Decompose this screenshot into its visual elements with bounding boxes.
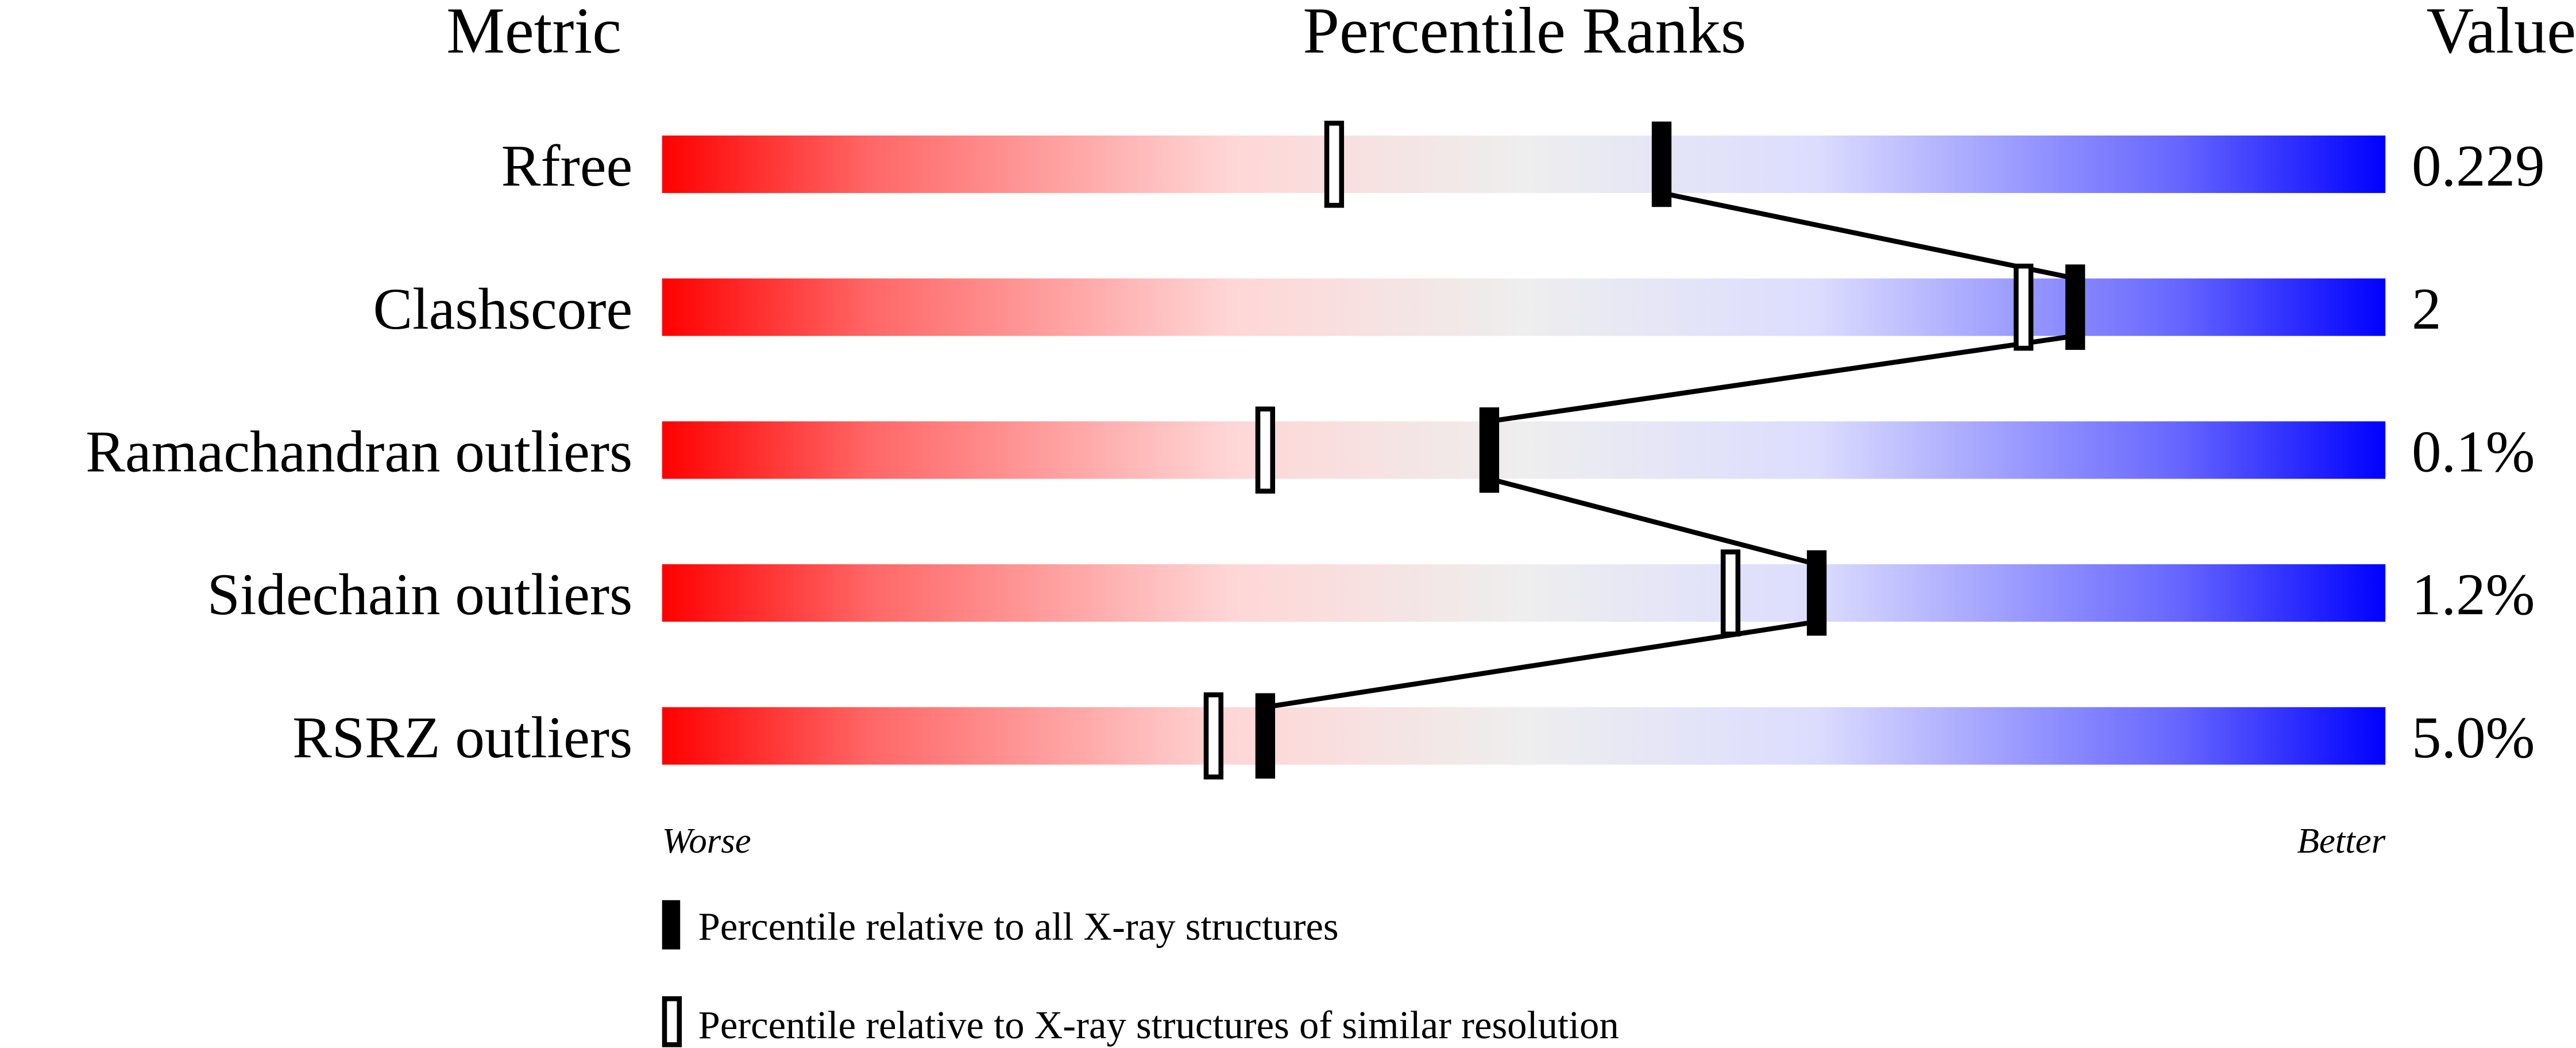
metric-value: 0.229 <box>2412 133 2545 199</box>
percentile-bar <box>662 564 2386 622</box>
header-value: Value <box>2427 0 2576 67</box>
header-metric: Metric <box>446 0 621 67</box>
percentile-bar <box>662 278 2386 336</box>
metric-value: 5.0% <box>2412 705 2535 770</box>
marker-all-structures <box>1255 693 1276 779</box>
marker-similar-resolution <box>1255 406 1276 494</box>
worse-label: Worse <box>662 820 751 861</box>
legend-open-marker <box>662 996 682 1047</box>
legend-filled-label: Percentile relative to all X-ray structu… <box>698 904 1339 948</box>
better-label: Better <box>2297 820 2385 861</box>
metric-value: 0.1% <box>2412 419 2535 485</box>
marker-all-structures <box>1479 407 1500 493</box>
legend-filled-marker <box>662 900 681 950</box>
header-percentile-ranks: Percentile Ranks <box>1303 0 1746 67</box>
marker-similar-resolution <box>1324 121 1345 208</box>
marker-similar-resolution <box>2013 263 2034 351</box>
connector-line <box>1488 476 1818 567</box>
legend-open-label: Percentile relative to X-ray structures … <box>698 1003 1619 1047</box>
percentile-bar <box>662 421 2386 479</box>
metric-value: 2 <box>2412 276 2441 342</box>
connector-line <box>1661 190 2076 281</box>
metric-value: 1.2% <box>2412 562 2535 627</box>
connector-line <box>1489 333 2076 424</box>
marker-all-structures <box>1651 121 1672 207</box>
metric-label: RSRZ outliers <box>292 705 632 770</box>
marker-similar-resolution <box>1720 549 1741 637</box>
marker-similar-resolution <box>1203 692 1224 780</box>
percentile-bar <box>662 135 2386 193</box>
metric-label: Clashscore <box>373 276 632 342</box>
marker-all-structures <box>2065 264 2085 350</box>
metric-label: Rfree <box>501 133 633 199</box>
metric-label: Ramachandran outliers <box>86 419 632 485</box>
marker-all-structures <box>1806 550 1827 636</box>
percentile-bar <box>662 707 2386 765</box>
metric-label: Sidechain outliers <box>207 562 633 627</box>
